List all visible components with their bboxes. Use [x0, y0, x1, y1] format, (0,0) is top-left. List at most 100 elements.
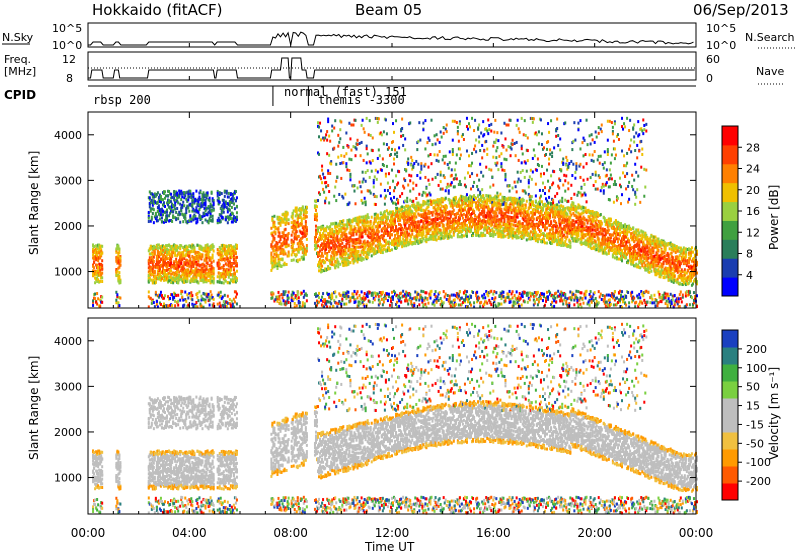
scatter-cell [93, 260, 96, 264]
scatter-cell [334, 221, 337, 225]
scatter-cell [417, 202, 420, 206]
scatter-cell [203, 214, 206, 218]
scatter-cell [458, 197, 461, 201]
scatter-cell [304, 225, 307, 229]
scatter-cell [227, 264, 230, 268]
scatter-cell [218, 253, 221, 257]
scatter-cell [439, 228, 442, 232]
scatter-cell [147, 290, 150, 294]
scatter-cell [165, 214, 168, 218]
scatter-cell [159, 252, 162, 256]
scatter-cell [233, 274, 236, 278]
scatter-cell [415, 298, 418, 302]
scatter-cell [397, 241, 400, 245]
scatter-cell [184, 248, 187, 252]
scatter-cell [429, 293, 432, 297]
station-title: Hokkaido (fitACF) [92, 1, 223, 19]
scatter-cell [165, 277, 168, 281]
scatter-cell [399, 227, 402, 231]
scatter-cell [321, 251, 324, 255]
scatter-cell [361, 251, 364, 255]
scatter-cell [356, 216, 359, 220]
scatter-cell [164, 272, 166, 276]
scatter-cell [336, 231, 339, 235]
scatter-cell [192, 207, 195, 211]
scatter-cell [457, 183, 460, 187]
scatter-cell [320, 259, 323, 263]
scatter-cell [235, 302, 238, 306]
scatter-cell [369, 219, 372, 223]
scatter-cell [379, 294, 382, 298]
scatter-cell [208, 206, 211, 210]
scatter-cell [422, 232, 425, 236]
scatter-cell [209, 219, 212, 223]
scatter-cell [375, 225, 378, 229]
scatter-cell [450, 225, 453, 229]
scatter-cell [320, 243, 323, 247]
scatter-cell [165, 261, 168, 265]
scatter-cell [331, 250, 334, 254]
scatter-cell [154, 194, 157, 198]
scatter-cell [206, 272, 209, 276]
scatter-cell [147, 249, 150, 253]
scatter-cell [172, 295, 175, 299]
scatter-cell [385, 249, 388, 253]
scatter-cell [405, 233, 408, 237]
scatter-cell [148, 256, 151, 260]
scatter-cell [337, 246, 340, 250]
scatter-cell [409, 293, 412, 297]
scatter-cell [349, 229, 352, 233]
scatter-cell [229, 193, 232, 197]
scatter-cell [189, 189, 192, 193]
scatter-cell [365, 161, 368, 165]
scatter-cell [196, 263, 199, 267]
scatter-cell [325, 227, 328, 231]
scatter-cell [197, 254, 200, 258]
scatter-cell [367, 216, 370, 220]
scatter-cell [430, 237, 433, 241]
scatter-cell [324, 243, 327, 247]
scatter-cell [423, 209, 426, 213]
scatter-cell [166, 208, 169, 212]
scatter-cell [115, 290, 118, 294]
scatter-cell [361, 170, 364, 174]
scatter-cell [406, 236, 409, 240]
scatter-cell [448, 301, 451, 305]
scatter-cell [280, 264, 283, 268]
scatter-cell [397, 234, 400, 238]
scatter-cell [148, 271, 151, 275]
scatter-cell [161, 255, 164, 259]
scatter-cell [377, 235, 380, 239]
scatter-cell [446, 224, 449, 228]
scatter-cell [209, 202, 212, 206]
scatter-cell [363, 239, 366, 243]
scatter-cell [219, 273, 222, 277]
scatter-cell [341, 161, 344, 165]
scatter-cell [169, 296, 172, 300]
scatter-cell [202, 198, 205, 202]
scatter-cell [321, 224, 324, 228]
scatter-cell [448, 161, 451, 165]
scatter-cell [202, 213, 205, 217]
scatter-cell [333, 240, 336, 244]
scatter-cell [340, 246, 343, 250]
scatter-cell [225, 245, 228, 249]
scatter-cell [303, 229, 306, 233]
scatter-cell [185, 271, 188, 275]
scatter-cell [424, 219, 427, 223]
scatter-cell [201, 278, 204, 282]
scatter-cell [186, 279, 189, 283]
scatter-cell [277, 259, 280, 263]
scatter-cell [176, 199, 179, 203]
scatter-cell [393, 289, 396, 293]
scatter-cell [369, 246, 372, 250]
scatter-cell [411, 297, 414, 301]
scatter-cell [220, 192, 223, 196]
scatter-cell [396, 305, 399, 309]
scatter-cell [226, 281, 229, 285]
scatter-cell [157, 260, 160, 264]
scatter-cell [393, 219, 396, 223]
scatter-cell [414, 225, 417, 229]
scatter-cell [394, 201, 397, 205]
scatter-cell [159, 274, 162, 278]
